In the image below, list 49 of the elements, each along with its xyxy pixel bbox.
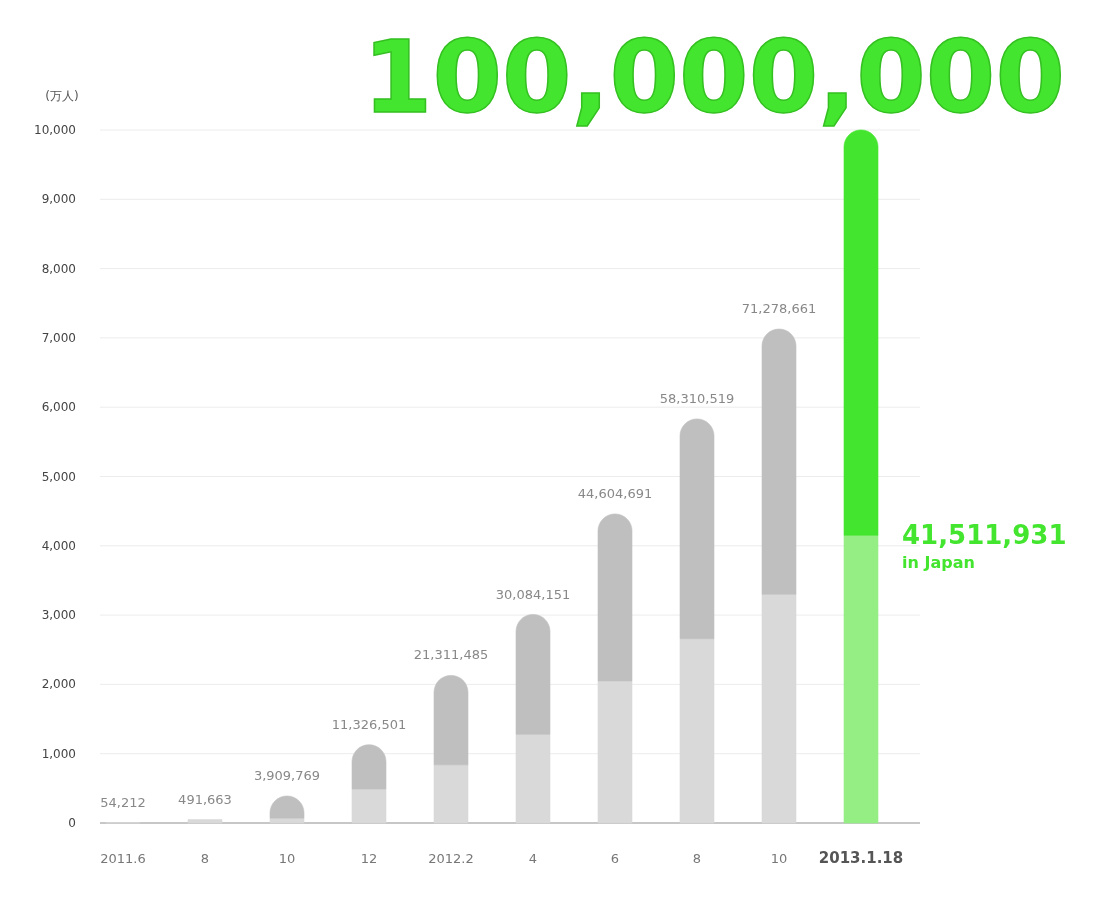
bar [515, 614, 551, 735]
bar [351, 788, 387, 824]
y-tick-label: 0 [68, 816, 76, 830]
x-tick-label: 12 [360, 851, 378, 866]
annotation: 100,000,000 [362, 19, 1065, 136]
series-label: in Japan [902, 553, 975, 573]
x-tick-label: 6 [610, 851, 620, 866]
x-tick-label: 4 [528, 851, 538, 866]
annotation: 41,511,931 [902, 520, 1067, 551]
bar [679, 418, 715, 639]
y-tick-label: 7,000 [41, 330, 76, 345]
y-axis-title: (万人) [45, 89, 79, 103]
y-tick-label: 1,000 [41, 746, 76, 761]
annotation: 3,909,769 [253, 767, 321, 783]
y-tick-label: 8,000 [41, 261, 76, 276]
x-tick-label: 2011.6 [100, 851, 146, 866]
annotation: 54,212 [100, 794, 146, 810]
y-tick-label: 6,000 [41, 400, 76, 415]
bar [597, 680, 633, 824]
bar [187, 819, 223, 824]
annotation: 71,278,661 [741, 301, 817, 317]
x-tick-label: 8 [692, 851, 702, 866]
annotation: 58,310,519 [659, 390, 735, 406]
y-tick-label: 4,000 [41, 538, 76, 553]
annotation: 21,311,485 [413, 647, 489, 663]
x-tick-label: 10 [278, 851, 296, 866]
x-tick-label: 2012.2 [428, 851, 474, 866]
y-tick-label: 2,000 [41, 677, 76, 692]
bar [269, 817, 305, 824]
bar [761, 328, 797, 595]
annotation: 44,604,691 [577, 485, 653, 501]
bar [597, 513, 633, 682]
x-tick-label: 10 [770, 851, 788, 866]
bar [679, 638, 715, 824]
annotation: 30,084,151 [495, 586, 571, 602]
bar [433, 764, 469, 824]
annotation: 491,663 [178, 791, 232, 807]
bar [843, 535, 879, 824]
y-tick-label: 9,000 [41, 192, 76, 207]
y-tick-label: 3,000 [41, 608, 76, 623]
y-tick-label: 10,000 [34, 123, 76, 137]
annotation: 11,326,501 [331, 716, 407, 732]
x-tick-label: 2013.1.18 [818, 849, 904, 867]
bar [843, 129, 879, 536]
bar [761, 594, 797, 824]
y-tick-label: 5,000 [41, 469, 76, 484]
bar [515, 734, 551, 824]
bar [433, 675, 469, 766]
x-tick-label: 8 [200, 851, 210, 866]
